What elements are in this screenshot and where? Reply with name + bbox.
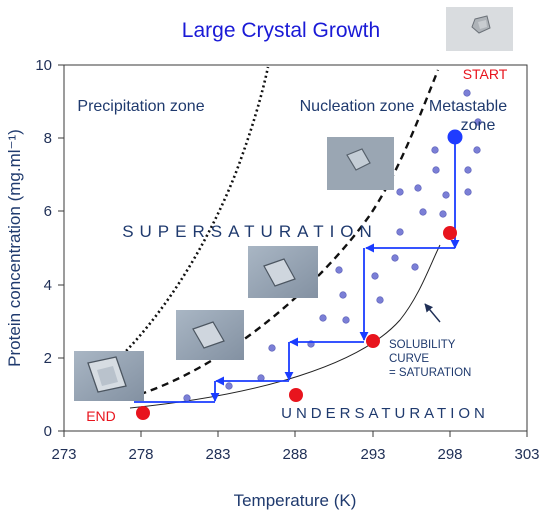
supersaturation-label: SUPERSATURATION [122, 222, 378, 241]
undersaturation-label: UNDERSATURATION [281, 405, 489, 422]
metastable-zone-label-line1: Metastable [429, 98, 507, 115]
growth-point-1 [443, 226, 457, 240]
x-tick-283: 283 [205, 446, 230, 463]
x-tick-278: 278 [128, 446, 153, 463]
chart-title: Large Crystal Growth [182, 19, 380, 42]
y-tick-4: 4 [44, 277, 52, 294]
solubility-label-line1: SOLUBILITY [389, 339, 456, 351]
crystal-photo-icon [248, 246, 318, 298]
metastable-zone-label-line2: zone [461, 117, 496, 134]
crystal-photo-icon [176, 310, 244, 360]
y-axis-label: Protein concentration (mg.ml⁻¹) [5, 129, 24, 367]
end-point [136, 406, 150, 420]
growth-point-2 [366, 334, 380, 348]
precipitation-zone-label: Precipitation zone [77, 98, 204, 115]
x-tick-labels: 273 278 283 288 293 298 303 [51, 446, 539, 463]
nucleation-zone-label: Nucleation zone [300, 98, 415, 115]
crystal-photo-icon [327, 137, 394, 190]
crystal-photo-icon [74, 351, 144, 401]
y-axis-ticks [58, 65, 64, 431]
y-tick-8: 8 [44, 130, 52, 147]
x-tick-303: 303 [514, 446, 539, 463]
growth-point-3 [289, 388, 303, 402]
y-tick-6: 6 [44, 203, 52, 220]
solubility-label-line2: CURVE [389, 353, 429, 365]
y-tick-labels: 0 2 4 6 8 10 [35, 57, 52, 440]
solubility-pointer-arrow [425, 304, 440, 322]
y-tick-0: 0 [44, 423, 52, 440]
solubility-label-line3: = SATURATION [389, 367, 471, 379]
x-tick-273: 273 [51, 446, 76, 463]
x-axis-label: Temperature (K) [234, 491, 357, 510]
y-tick-2: 2 [44, 350, 52, 367]
start-label: START [463, 66, 508, 82]
x-axis-ticks [64, 431, 527, 437]
y-tick-10: 10 [35, 57, 52, 74]
end-label: END [86, 408, 116, 424]
x-tick-298: 298 [437, 446, 462, 463]
crystal-photo-icon [446, 7, 513, 51]
x-tick-293: 293 [360, 446, 385, 463]
x-tick-288: 288 [282, 446, 307, 463]
